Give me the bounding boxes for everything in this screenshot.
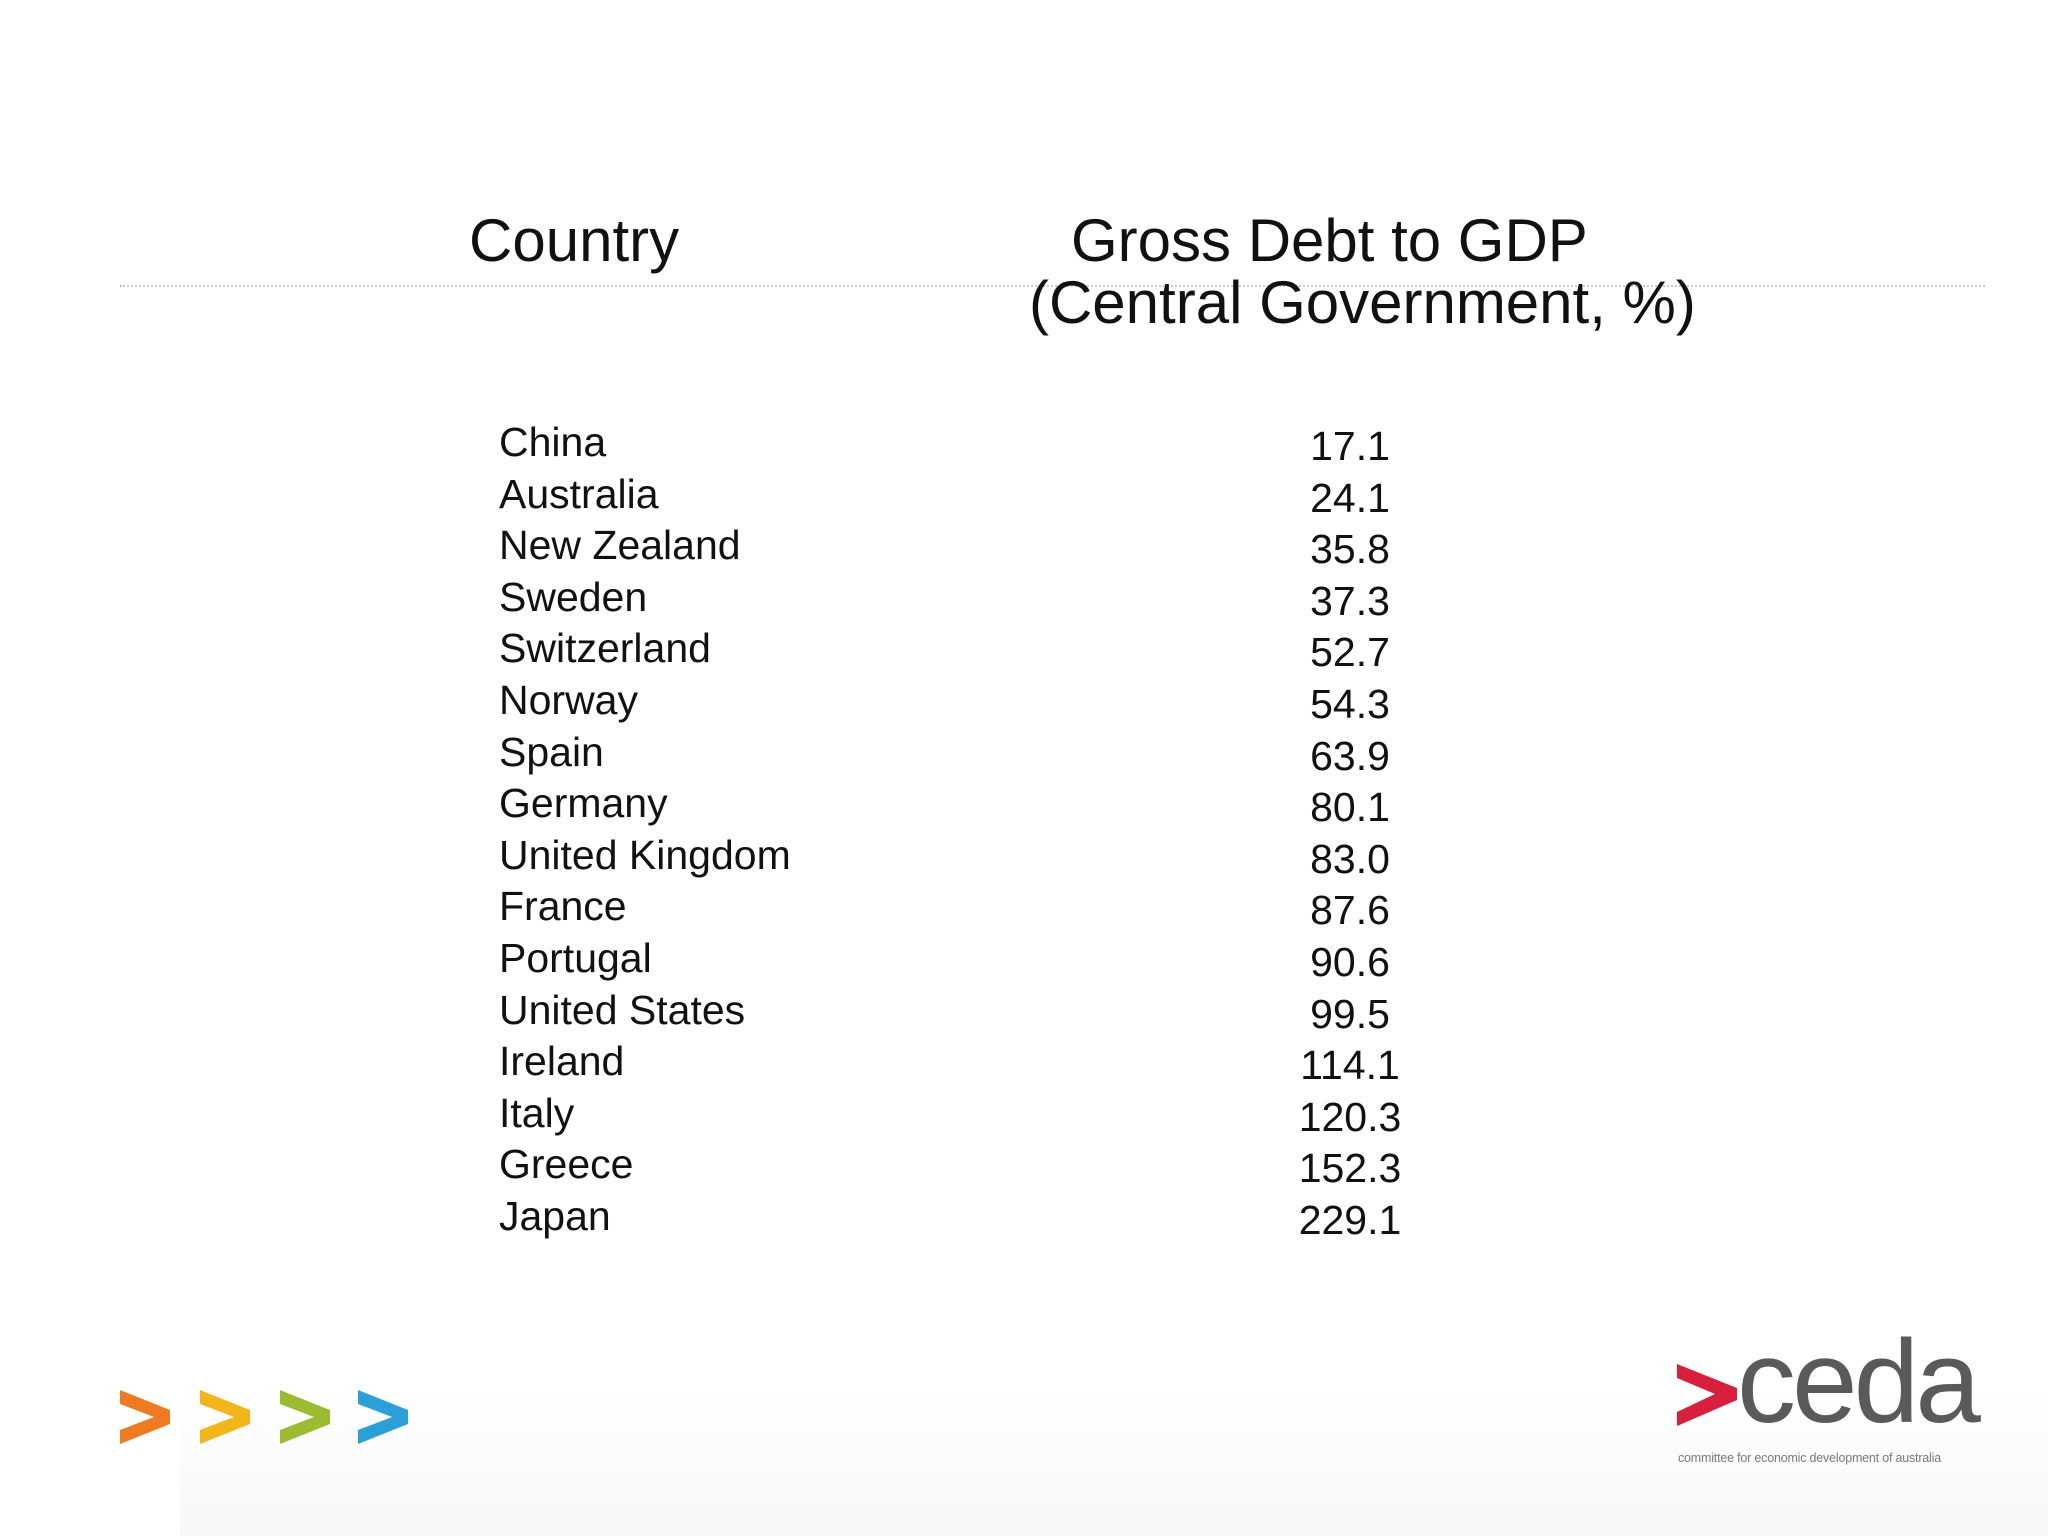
debt-value: 24.1 (1310, 474, 1390, 521)
country-name: New Zealand (499, 522, 741, 569)
table-row: Germany 80.1 (0, 778, 2048, 830)
country-name: Greece (499, 1141, 634, 1188)
debt-value: 63.9 (1310, 732, 1390, 779)
chevron-decoration (120, 1390, 408, 1444)
debt-value: 87.6 (1310, 887, 1390, 934)
ceda-logo-tagline: committee for economic development of au… (1678, 1451, 1941, 1465)
debt-value: 114.1 (1300, 1042, 1400, 1089)
debt-value: 83.0 (1310, 835, 1390, 882)
country-name: Portugal (499, 934, 652, 981)
country-name: France (499, 883, 627, 930)
debt-value: 120.3 (1298, 1093, 1402, 1140)
chevron-right-icon (280, 1390, 330, 1444)
chevron-right-icon (120, 1390, 170, 1444)
table-row: France 87.6 (0, 881, 2048, 933)
table-row: Greece 152.3 (0, 1139, 2048, 1191)
column-header-country: Country (469, 207, 680, 274)
table-row: Ireland 114.1 (0, 1036, 2048, 1088)
country-name: Sweden (499, 573, 648, 620)
ceda-logo-chevron-icon (1677, 1364, 1737, 1426)
table-row: Switzerland 52.7 (0, 623, 2048, 675)
table-row: Portugal 90.6 (0, 933, 2048, 985)
debt-value: 90.6 (1310, 938, 1390, 985)
ceda-logo-word: ceda (1737, 1316, 1981, 1448)
debt-value: 152.3 (1298, 1145, 1402, 1192)
debt-value: 54.3 (1310, 680, 1390, 727)
footer-band (180, 1390, 2048, 1536)
chevron-right-icon (358, 1390, 408, 1444)
country-name: Australia (499, 470, 659, 517)
data-table: China 17.1 Australia 24.1 New Zealand 35.8 Swe… (0, 417, 2048, 1243)
country-name: Switzerland (499, 625, 711, 672)
column-header-value-line1: Gross Debt to GDP (1071, 207, 1588, 274)
debt-value: 80.1 (1310, 784, 1390, 831)
ceda-logo-mark (1677, 1364, 1737, 1426)
country-name: Spain (499, 728, 604, 775)
country-name: Italy (499, 1089, 575, 1136)
table-row: Norway 54.3 (0, 675, 2048, 727)
country-name: China (499, 419, 607, 465)
debt-value: 229.1 (1298, 1196, 1402, 1243)
debt-value: 52.7 (1310, 629, 1390, 676)
country-name: United Kingdom (499, 831, 791, 878)
debt-value: 99.5 (1310, 990, 1390, 1037)
table-row: New Zealand 35.8 (0, 520, 2048, 572)
debt-value: 35.8 (1310, 526, 1390, 573)
debt-value: 17.1 (1310, 423, 1390, 469)
table-row: United States 99.5 (0, 985, 2048, 1037)
column-header-value-line2: (Central Government, %) (1029, 269, 1696, 336)
table-row: Japan 229.1 (0, 1191, 2048, 1243)
table-row: Sweden 37.3 (0, 572, 2048, 624)
table-row: United Kingdom 83.0 (0, 830, 2048, 882)
chevron-right-icon (200, 1390, 250, 1444)
table-row: Spain 63.9 (0, 727, 2048, 779)
table-row: China 17.1 (0, 417, 2048, 469)
header-divider (120, 285, 1985, 287)
country-name: Germany (499, 780, 668, 827)
country-name: Japan (499, 1192, 611, 1239)
table-row: Italy 120.3 (0, 1088, 2048, 1140)
country-name: Norway (499, 676, 638, 723)
country-name: United States (499, 986, 746, 1033)
country-name: Ireland (499, 1038, 625, 1085)
table-row: Australia 24.1 (0, 469, 2048, 521)
debt-value: 37.3 (1310, 577, 1390, 624)
